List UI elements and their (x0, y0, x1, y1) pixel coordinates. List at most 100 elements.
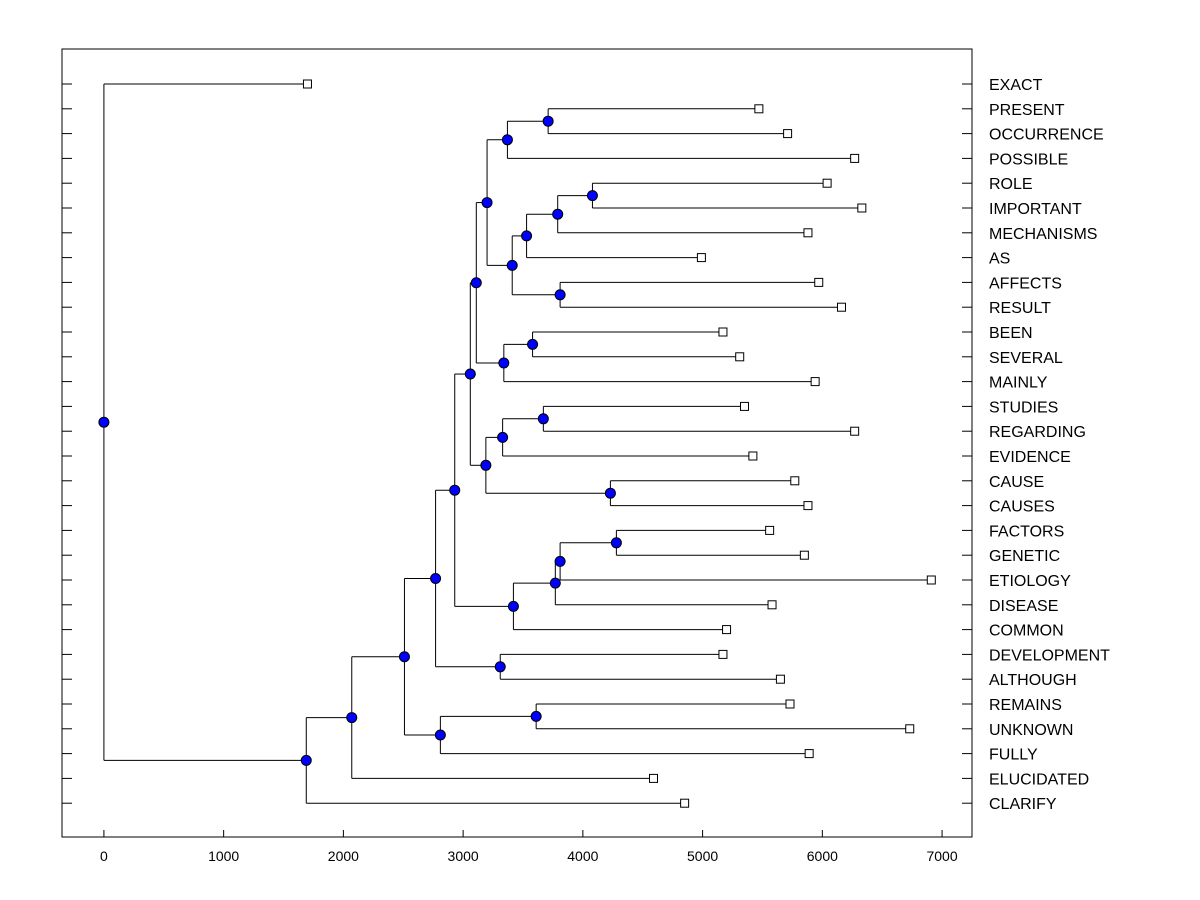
merge-node (521, 230, 533, 242)
leaf-label: CLARIFY (989, 796, 1057, 813)
merge-node (537, 413, 549, 425)
merge-node (542, 115, 554, 127)
leaf-labels: EXACT PRESENT OCCURRENCE POSSIBLE ROLE IMPORT… (989, 77, 1110, 813)
leaf-marker (926, 575, 936, 585)
merge-node (506, 259, 518, 271)
x-tick-label: 6000 (807, 848, 838, 864)
merge-node (430, 572, 442, 584)
merge-node (300, 754, 312, 766)
leaf-label: REMAINS (989, 697, 1062, 714)
leaf-marker (850, 426, 860, 436)
leaf-label: MAINLY (989, 375, 1048, 392)
leaf-label: AS (989, 251, 1010, 268)
leaf-label: OCCURRENCE (989, 127, 1104, 144)
leaf-label: SEVERAL (989, 350, 1063, 367)
merge-node (346, 712, 358, 724)
leaf-marker (680, 798, 690, 808)
leaf-label: GENETIC (989, 548, 1060, 565)
plot-frame (61, 48, 973, 838)
merge-node (552, 208, 564, 220)
node-markers (98, 115, 622, 766)
leaf-label: CAUSES (989, 499, 1055, 516)
x-tick-label: 3000 (448, 848, 479, 864)
leaf-marker (804, 749, 814, 759)
leaf-marker (783, 129, 793, 139)
leaf-label: FACTORS (989, 523, 1064, 540)
merge-node (604, 487, 616, 499)
merge-node (498, 357, 510, 369)
leaf-label: ROLE (989, 176, 1033, 193)
leaf-label: PRESENT (989, 102, 1065, 119)
leaf-marker (814, 277, 824, 287)
merge-node (554, 555, 566, 567)
x-tick-label: 2000 (328, 848, 359, 864)
leaf-marker (785, 699, 795, 709)
leaf-label: IMPORTANT (989, 201, 1082, 218)
leaf-label: EVIDENCE (989, 449, 1071, 466)
merge-node (480, 459, 492, 471)
x-axis: 0 1000 2000 3000 4000 5000 6000 7000 (100, 830, 958, 864)
leaf-marker (754, 104, 764, 114)
merge-node (501, 134, 513, 146)
x-tick-label: 1000 (208, 848, 239, 864)
leaf-marker (767, 600, 777, 610)
x-tick-label: 5000 (687, 848, 718, 864)
leaf-label: DEVELOPMENT (989, 647, 1110, 664)
merge-node (549, 577, 561, 589)
merge-node (464, 368, 476, 380)
leaf-marker (735, 352, 745, 362)
leaf-marker (857, 203, 867, 213)
x-tick-label: 7000 (926, 848, 957, 864)
leaf-label: UNKNOWN (989, 722, 1073, 739)
leaf-marker (302, 79, 312, 89)
leaf-marker (740, 401, 749, 411)
merge-node (398, 651, 410, 663)
leaf-label: MECHANISMS (989, 226, 1097, 243)
merge-node (610, 537, 622, 549)
merge-node (494, 661, 506, 673)
x-tick-label: 0 (100, 848, 108, 864)
merge-node (434, 729, 446, 741)
leaf-marker (748, 451, 758, 461)
leaf-label: BEEN (989, 325, 1033, 342)
leaf-markers (302, 79, 936, 808)
leaf-marker (850, 153, 860, 163)
leaf-label: STUDIES (989, 399, 1058, 416)
merge-node (481, 197, 493, 209)
leaf-marker (810, 377, 820, 387)
leaf-marker (649, 773, 658, 783)
leaf-marker (822, 178, 832, 188)
merge-node (527, 338, 539, 350)
leaf-label: ETIOLOGY (989, 573, 1071, 590)
branch-lines (103, 83, 932, 804)
leaf-marker (905, 724, 915, 734)
merge-node (497, 431, 509, 443)
leaf-label: FULLY (989, 747, 1038, 764)
leaf-marker (718, 649, 728, 659)
merge-node (98, 416, 110, 428)
leaf-label: COMMON (989, 623, 1064, 640)
leaf-marker (790, 476, 800, 486)
leaf-label: POSSIBLE (989, 151, 1068, 168)
x-tick-label: 4000 (567, 848, 598, 864)
leaf-label: REGARDING (989, 424, 1086, 441)
leaf-marker (799, 550, 809, 560)
merge-node (554, 289, 566, 301)
leaf-marker (775, 674, 785, 684)
y-axis-ticks (62, 83, 972, 804)
merge-node (470, 277, 482, 289)
leaf-marker (836, 302, 846, 312)
leaf-label: EXACT (989, 77, 1043, 94)
merge-node (586, 190, 598, 202)
merge-node (449, 484, 461, 496)
merge-node (530, 710, 542, 722)
leaf-label: AFFECTS (989, 275, 1062, 292)
leaf-label: ALTHOUGH (989, 672, 1077, 689)
leaf-marker (722, 625, 732, 635)
leaf-marker (803, 228, 813, 238)
leaf-marker (803, 501, 813, 511)
leaf-label: RESULT (989, 300, 1051, 317)
leaf-marker (718, 327, 728, 337)
leaf-label: CAUSE (989, 474, 1044, 491)
